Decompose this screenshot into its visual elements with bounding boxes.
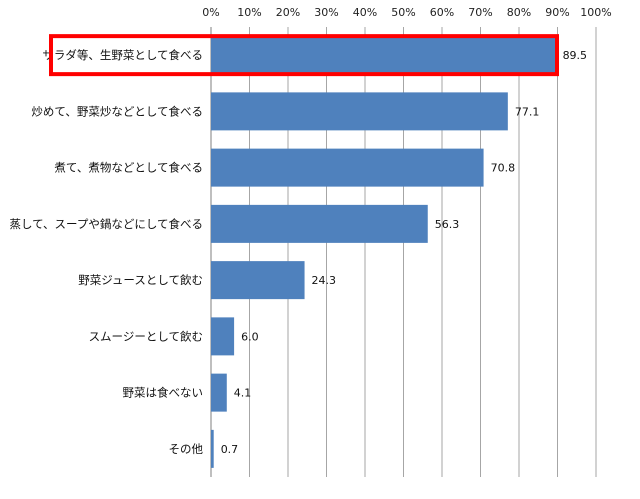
x-axis-ticks: 0% 10% 20% 30% 40% 50% 60% 70% 80% 90% 100% <box>202 6 611 19</box>
category-label: その他 <box>169 442 204 456</box>
bar <box>211 261 305 300</box>
x-tick-label: 40% <box>353 6 377 19</box>
value-label: 0.7 <box>221 443 239 456</box>
bar <box>211 92 508 131</box>
value-label: 24.3 <box>312 274 337 287</box>
bar <box>211 36 556 75</box>
x-tick-label: 60% <box>430 6 454 19</box>
value-label: 56.3 <box>435 218 460 231</box>
value-label: 70.8 <box>491 162 515 175</box>
category-label: 煮て、煮物などとして食べる <box>54 161 203 175</box>
value-label: 4.1 <box>234 387 252 400</box>
category-label: 炒めて、野菜炒などとして食べる <box>31 104 203 118</box>
value-label: 6.0 <box>241 330 259 343</box>
x-tick-label: 70% <box>468 6 492 19</box>
category-label: サラダ等、生野菜として食べる <box>42 48 203 62</box>
highlight-box <box>49 34 559 77</box>
bar <box>211 429 214 468</box>
category-label: 野菜は食べない <box>123 386 204 400</box>
x-tick-label: 10% <box>237 6 261 19</box>
value-label: 89.5 <box>563 49 588 62</box>
bars <box>211 36 556 468</box>
bar <box>211 373 227 412</box>
bar <box>211 317 235 356</box>
x-tick-label: 50% <box>391 6 415 19</box>
category-labels: サラダ等、生野菜として食べる炒めて、野菜炒などとして食べる煮て、煮物などとして食… <box>9 48 203 456</box>
value-label: 77.1 <box>515 105 540 118</box>
category-label: 野菜ジュースとして飲む <box>78 273 203 287</box>
value-labels: 89.5 77.1 70.8 56.3 24.3 6.0 4.1 0.7 <box>221 49 587 456</box>
x-tick-label: 100% <box>580 6 611 19</box>
bar <box>211 148 484 187</box>
x-tick-label: 0% <box>202 6 219 19</box>
category-label: 蒸して、スープや鍋などにして食べる <box>9 217 203 231</box>
x-tick-label: 80% <box>507 6 531 19</box>
x-tick-label: 90% <box>545 6 569 19</box>
x-tick-label: 30% <box>314 6 338 19</box>
category-label: スムージーとして飲む <box>89 329 203 343</box>
highlight-box-layer <box>49 34 559 77</box>
x-tick-label: 20% <box>276 6 300 19</box>
bar <box>211 204 428 243</box>
